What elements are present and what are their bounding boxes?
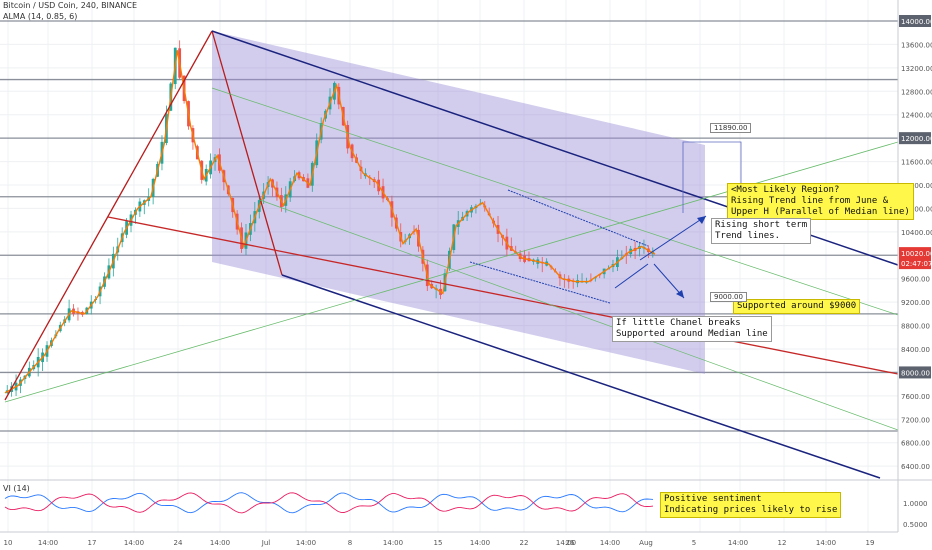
y-level-tag	[899, 15, 931, 27]
y-level-tag	[899, 132, 931, 145]
y-tick-label: 6800.00	[901, 440, 930, 448]
x-tick-label: 14:00	[556, 539, 576, 547]
warning-line-2	[259, 199, 899, 431]
x-tick-label: Jul	[261, 539, 271, 547]
x-tick-label: 17	[88, 539, 97, 547]
vi-minus-line	[4, 492, 654, 514]
x-tick-label: 14:00	[38, 539, 58, 547]
x-tick-label: 14:00	[816, 539, 836, 547]
channel-shade	[212, 31, 705, 374]
chart-symbol-title: Bitcoin / USD Coin, 240, BINANCE	[3, 1, 137, 10]
y-tick-label: 11600.00	[901, 159, 932, 167]
projection-arrow-up	[639, 215, 707, 261]
y-tick-label: 10800.00	[901, 205, 932, 213]
y-tick-label: 8400.00	[901, 346, 930, 354]
note-supported-9000: Supported around $9000	[733, 299, 861, 314]
x-tick-label: 10	[4, 539, 13, 547]
x-tick-label: 14:00	[210, 539, 230, 547]
callout-11890: 11890.00	[710, 123, 752, 133]
x-tick-label: 14:00	[728, 539, 748, 547]
alma-line	[4, 50, 656, 394]
note-most-likely-region: <Most Likely Region? Rising Trend line f…	[727, 183, 914, 220]
y-tick-label: 12000.00	[901, 135, 932, 143]
y-axis: 6400.00 6800.00 7200.00 7600.00 8000.00 8400.…	[897, 0, 932, 550]
note-positive-sentiment: Positive sentiment Indicating prices lik…	[660, 492, 842, 518]
x-tick-label: 14:00	[124, 539, 144, 547]
x-tick-label: 22	[520, 539, 529, 547]
arrowhead-up	[697, 216, 706, 224]
y-tick-label: 10400.00	[901, 229, 932, 237]
x-tick-label: 15	[434, 539, 443, 547]
rise-arrow-stem	[614, 263, 649, 289]
x-tick-label: 14:00	[470, 539, 490, 547]
y-tick-label: 12800.00	[901, 88, 932, 96]
x-tick-label: 24	[174, 539, 183, 547]
x-tick-label: 19	[866, 539, 875, 547]
drawing-layer	[4, 30, 899, 479]
y-level-tag	[899, 366, 931, 379]
vi-tick-label: 1.0000	[903, 500, 928, 508]
y-tick-label: 7200.00	[901, 416, 930, 424]
y-tick-label: 8000.00	[901, 369, 930, 377]
last-price-tag	[899, 247, 931, 270]
y-tick-label: 9200.00	[901, 299, 930, 307]
vi-label: VI (14)	[3, 484, 30, 493]
x-tick-label: 5	[692, 539, 696, 547]
x-tick-label: 8	[348, 539, 352, 547]
x-tick-label: 14:00	[600, 539, 620, 547]
last-price-label: 10020.00	[901, 250, 932, 258]
x-tick-label: 26	[566, 539, 575, 547]
x-tick-label: 12	[778, 539, 787, 547]
y-tick-label: 11200.00	[901, 182, 932, 190]
vi-panel: 1.0000 0.5000	[0, 479, 932, 529]
pitchfork-handle-1	[4, 30, 213, 401]
channel-layer	[212, 31, 705, 374]
line-layer	[4, 50, 656, 394]
y-tick-label: 13200.00	[901, 65, 932, 73]
target-box	[682, 141, 742, 213]
short-channel-top	[507, 189, 649, 247]
warning-line-1	[211, 87, 899, 316]
pitchfork-handle-2	[211, 30, 283, 276]
vi-tick-label: 0.5000	[903, 521, 928, 529]
x-axis: 10 14:00 17 14:00 24 14:00 Jul 14:00 8 14:00 15 14:…	[0, 531, 898, 547]
short-channel-bottom	[469, 261, 611, 304]
grid-layer	[0, 0, 898, 532]
callout-9000: 9000.00	[710, 292, 747, 302]
arrowhead-down	[676, 290, 684, 298]
y-tick-label: 9600.00	[901, 276, 930, 284]
x-tick-label: 14:00	[383, 539, 403, 547]
y-tick-label: 8800.00	[901, 323, 930, 331]
y-tick-label: 13600.00	[901, 41, 932, 49]
vi-plus-line	[4, 492, 654, 514]
x-tick-label: 14:00	[296, 539, 316, 547]
y-tick-label: 7600.00	[901, 393, 930, 401]
lower-tine	[281, 274, 881, 479]
note-chanel-breaks: If little Chanel breaks Supported around…	[612, 316, 772, 342]
countdown-label: 02:47:07	[901, 260, 932, 268]
note-rising-short-term: Rising short term Trend lines.	[711, 218, 812, 244]
indicator-label: ALMA (14, 0.85, 6)	[3, 12, 78, 21]
y-tick-label: 14000.00	[901, 18, 932, 26]
y-tick-label: 6400.00	[901, 463, 930, 471]
median-line	[107, 216, 899, 375]
y-axis-bg	[898, 0, 932, 550]
y-tick-label: 12400.00	[901, 112, 932, 120]
x-tick-label: Aug	[639, 539, 653, 547]
